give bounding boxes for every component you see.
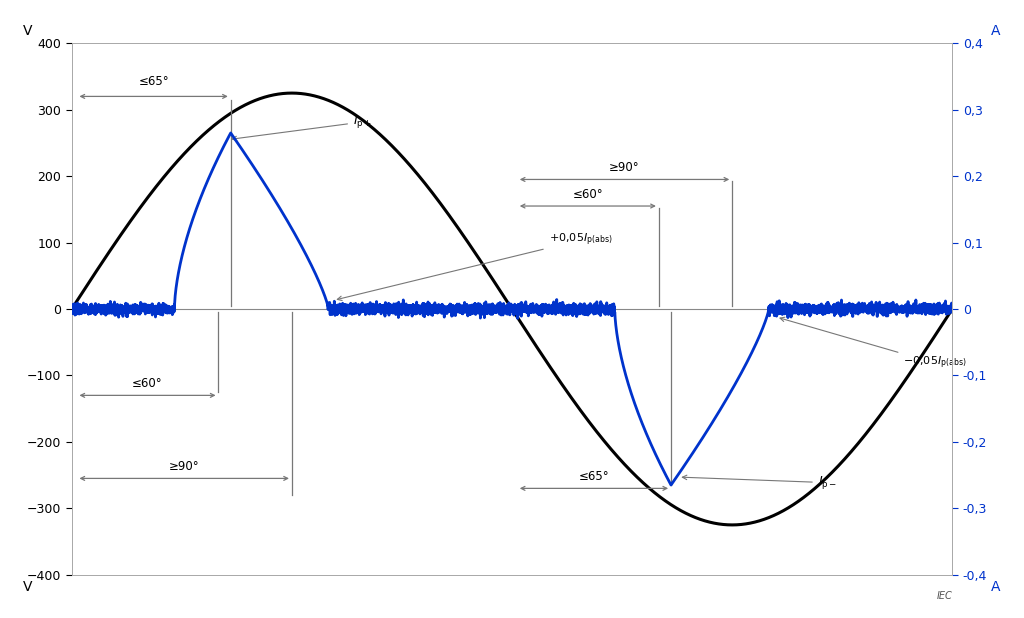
Text: V: V xyxy=(24,580,33,594)
Text: ≤60°: ≤60° xyxy=(572,188,603,201)
Text: ≥90°: ≥90° xyxy=(609,161,640,174)
Text: $I_\mathrm{p-}$: $I_\mathrm{p-}$ xyxy=(682,474,837,491)
Text: ≤65°: ≤65° xyxy=(138,75,169,88)
Text: $-$0,05$I_\mathrm{p(abs)}$: $-$0,05$I_\mathrm{p(abs)}$ xyxy=(780,317,967,371)
Text: $I_\mathrm{p+}$: $I_\mathrm{p+}$ xyxy=(232,114,373,141)
Text: A: A xyxy=(991,24,1000,38)
Text: +0,05$I_\mathrm{p(abs)}$: +0,05$I_\mathrm{p(abs)}$ xyxy=(337,232,612,300)
Text: A: A xyxy=(991,580,1000,594)
Text: ≤65°: ≤65° xyxy=(579,470,609,483)
Text: IEC: IEC xyxy=(937,591,952,601)
Text: ≥90°: ≥90° xyxy=(169,460,200,473)
Text: V: V xyxy=(24,24,33,38)
Text: ≤60°: ≤60° xyxy=(132,377,163,390)
